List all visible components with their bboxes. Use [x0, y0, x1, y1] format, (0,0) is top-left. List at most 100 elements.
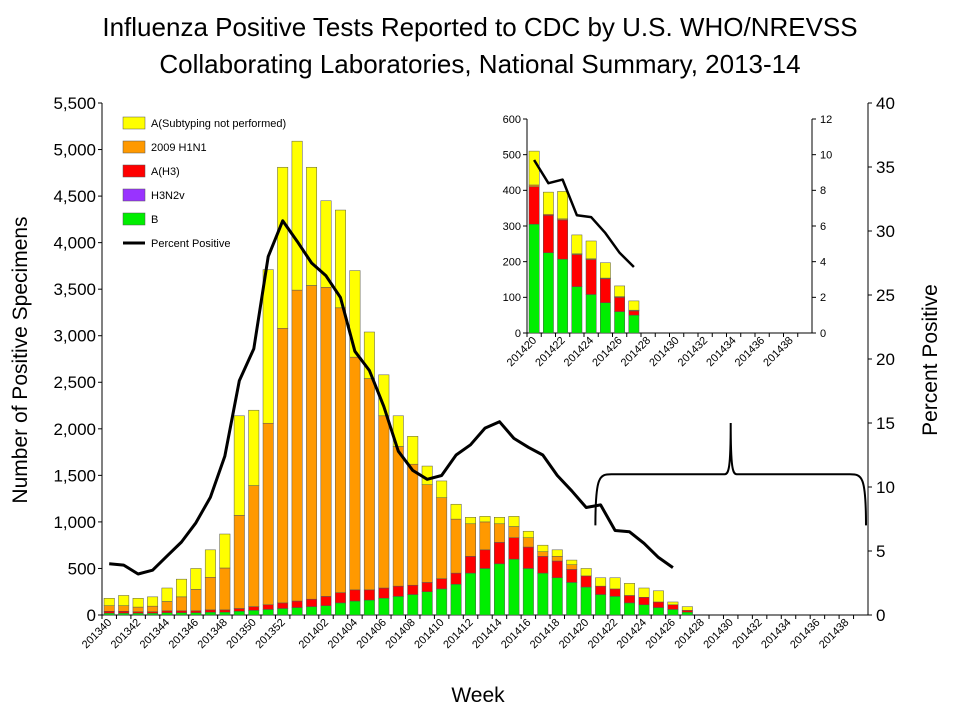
main-x-tick-label: 201410: [412, 617, 446, 651]
main-bar: [132, 612, 144, 616]
main-y-tick-label: 3,500: [53, 280, 96, 299]
inset-y2-tick-label: 0: [820, 328, 826, 340]
main-bar: [277, 608, 289, 616]
main-bar: [493, 563, 505, 616]
main-bar: [652, 590, 664, 603]
main-x-tick-label: 201430: [701, 617, 735, 651]
main-bar: [349, 589, 361, 602]
main-bar: [277, 166, 289, 329]
main-bar: [335, 602, 346, 616]
main-bar: [277, 602, 289, 609]
main-bar: [335, 307, 346, 593]
inset-bar: [571, 234, 583, 255]
main-bar: [421, 582, 433, 592]
inset-y-tick-label: 300: [503, 221, 521, 233]
main-x-tick-label: 201348: [196, 617, 230, 651]
main-bar: [219, 609, 231, 613]
legend-label: Percent Positive: [151, 238, 230, 250]
main-bar: [291, 289, 303, 602]
main-x-tick-label: 201408: [383, 617, 417, 651]
main-bar: [103, 597, 115, 606]
main-bar: [450, 518, 462, 574]
main-bar: [161, 610, 173, 613]
main-bar: [436, 497, 448, 579]
main-bar: [681, 611, 693, 616]
inset-bar: [528, 184, 540, 188]
main-bar: [537, 556, 549, 574]
main-bar: [652, 601, 664, 608]
main-x-tick-label: 201346: [167, 617, 201, 651]
inset-percent-positive-line: [533, 159, 635, 268]
chart-title-line-1: Influenza Positive Tests Reported to CDC…: [102, 12, 857, 42]
main-percent-positive-line: [109, 219, 674, 576]
legend-swatch: [122, 164, 146, 178]
main-bar: [551, 560, 563, 579]
main-bar: [450, 503, 462, 520]
inset-x-tick-label: 201428: [619, 335, 653, 369]
inset-y-tick-label: 0: [515, 328, 521, 340]
main-bar: [522, 568, 534, 616]
main-y2-tick-label: 0: [876, 606, 885, 625]
main-bar: [132, 597, 144, 608]
main-bar: [436, 588, 448, 616]
inset-bar: [599, 262, 611, 279]
main-bar: [465, 556, 477, 574]
main-y-tick-label: 4,000: [53, 234, 96, 253]
inset-y2-tick-label: 6: [820, 221, 826, 233]
main-x-tick-label: 201414: [470, 617, 504, 651]
inset-y2-tick-label: 8: [820, 185, 826, 197]
main-x-tick-label: 201404: [326, 617, 360, 651]
main-bar: [147, 596, 159, 607]
main-bar: [262, 269, 274, 424]
main-bar: [508, 537, 520, 560]
inset-y-tick-label: 400: [503, 185, 521, 197]
main-bar: [624, 602, 635, 616]
main-bar: [392, 596, 404, 616]
inset-y2-tick-label: 12: [820, 114, 832, 126]
main-bar: [551, 549, 563, 557]
main-y-tick-label: 5,500: [53, 94, 96, 113]
main-y-tick-label: 3,000: [53, 327, 96, 346]
main-x-tick-label: 201426: [644, 617, 678, 651]
main-bar: [363, 599, 375, 616]
main-bar: [248, 606, 260, 611]
main-bar: [320, 200, 332, 288]
inset-bar: [599, 302, 611, 334]
main-x-tick-label: 201428: [672, 617, 706, 651]
main-bar: [291, 600, 303, 608]
main-bar: [537, 572, 549, 616]
main-bar: [161, 587, 173, 602]
main-bar: [233, 415, 245, 516]
main-bar: [407, 594, 419, 616]
inset-x-tick-label: 201424: [562, 335, 596, 369]
main-bar: [161, 601, 173, 612]
legend-swatch: [122, 140, 146, 154]
inset-bar: [614, 311, 626, 334]
main-bar: [103, 612, 115, 616]
inset-x-tick-label: 201434: [704, 335, 738, 369]
y2-axis-title: Percent Positive: [919, 284, 942, 436]
main-bar: [349, 270, 361, 358]
main-bar: [407, 436, 419, 465]
main-bar: [566, 569, 578, 583]
inset-x-tick-label: 201432: [676, 335, 710, 369]
main-bar: [551, 577, 563, 616]
main-bar: [479, 549, 491, 569]
main-bar: [233, 611, 245, 616]
legend-label: B: [151, 214, 158, 226]
main-bar: [291, 140, 303, 291]
main-bar: [595, 577, 607, 587]
main-bar: [450, 572, 462, 585]
main-bar: [624, 595, 635, 604]
main-bar: [291, 607, 303, 616]
main-bar: [508, 526, 520, 538]
main-x-tick-label: 201420: [557, 617, 591, 651]
main-bar: [190, 610, 202, 613]
main-bar: [363, 378, 375, 591]
main-bar: [320, 287, 332, 597]
main-bar: [681, 610, 693, 613]
inset-y-tick-label: 200: [503, 257, 521, 269]
inset-y-tick-label: 500: [503, 150, 521, 162]
main-bar: [595, 594, 607, 616]
